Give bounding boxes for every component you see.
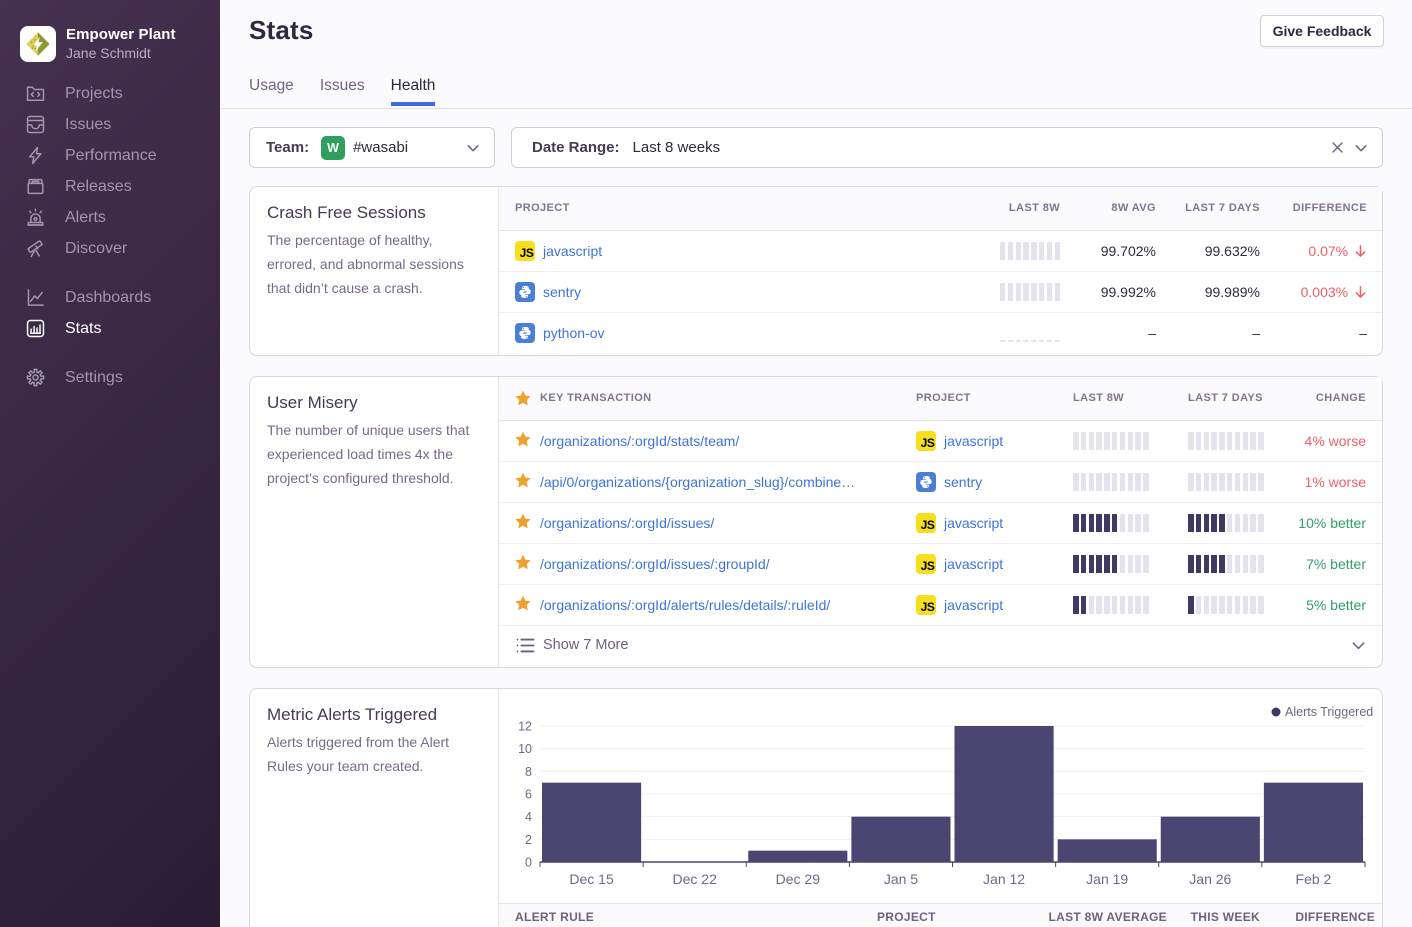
svg-text:Alerts Triggered: Alerts Triggered [1285, 705, 1373, 719]
svg-text:Dec 15: Dec 15 [569, 871, 614, 887]
svg-text:6: 6 [525, 788, 532, 802]
svg-text:12: 12 [518, 720, 532, 734]
svg-text:Jan 26: Jan 26 [1189, 871, 1231, 887]
svg-text:8: 8 [525, 765, 532, 779]
svg-text:4: 4 [525, 810, 532, 824]
svg-text:Dec 29: Dec 29 [776, 871, 821, 887]
svg-text:0: 0 [525, 856, 532, 870]
svg-text:Jan 12: Jan 12 [983, 871, 1025, 887]
svg-text:Dec 22: Dec 22 [673, 871, 718, 887]
svg-text:10: 10 [518, 742, 532, 756]
svg-text:Jan 5: Jan 5 [884, 871, 918, 887]
svg-text:Jan 19: Jan 19 [1086, 871, 1128, 887]
svg-text:2: 2 [525, 833, 532, 847]
svg-text:Feb 2: Feb 2 [1296, 871, 1332, 887]
